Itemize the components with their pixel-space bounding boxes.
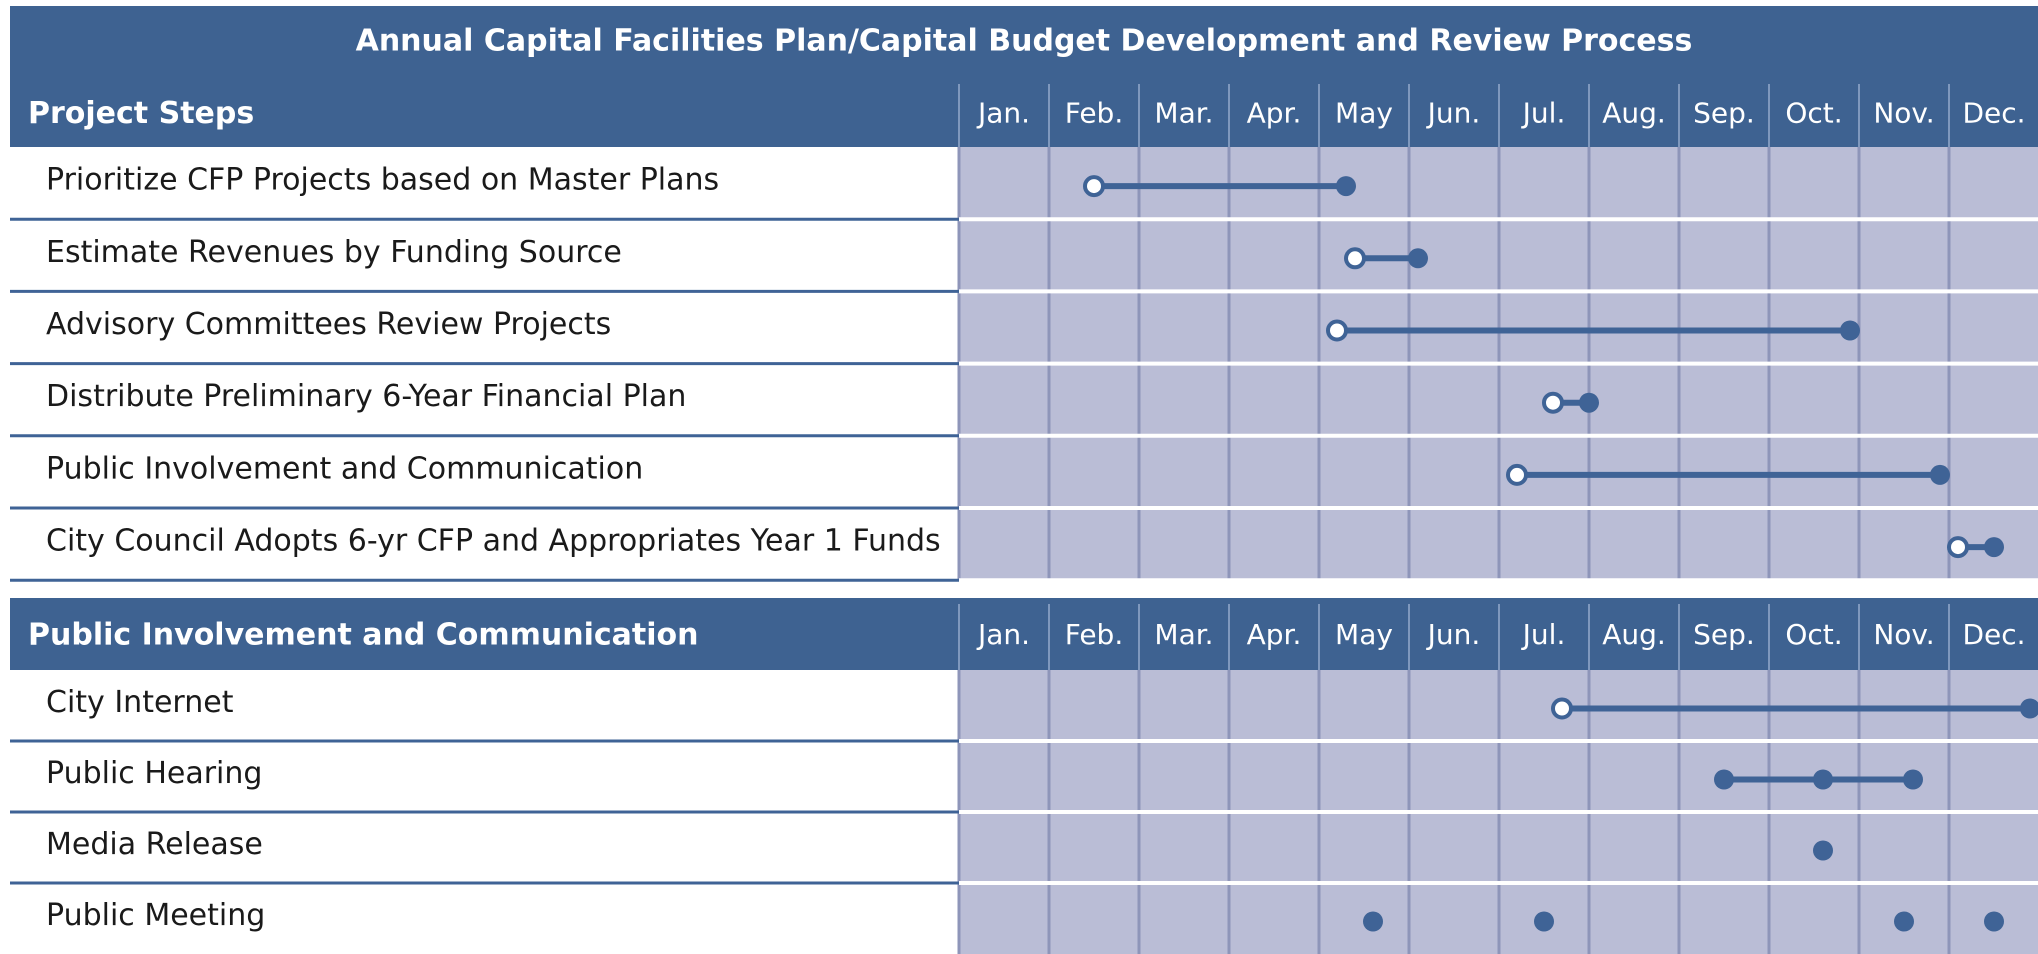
month-label: Jan. <box>976 618 1030 651</box>
start-marker <box>1947 536 1969 559</box>
event-marker <box>1714 769 1734 790</box>
month-label: Jun. <box>1426 618 1481 651</box>
month-label: Jun. <box>1426 97 1481 130</box>
end-marker <box>1840 320 1860 341</box>
month-label: Apr. <box>1247 97 1302 130</box>
section-heading: Project Steps <box>28 96 254 131</box>
section-header <box>10 598 2038 670</box>
start-marker <box>1506 463 1528 486</box>
month-label: Mar. <box>1154 618 1213 651</box>
month-label: Dec. <box>1962 97 2025 130</box>
month-label: Aug. <box>1602 618 1666 651</box>
end-marker <box>1336 176 1356 197</box>
row-label: Estimate Revenues by Funding Source <box>46 235 622 270</box>
event-marker <box>1903 769 1923 790</box>
row-label: Advisory Committees Review Projects <box>46 307 611 342</box>
month-label: Sep. <box>1693 618 1755 651</box>
row-label: Distribute Preliminary 6-Year Financial … <box>46 379 686 414</box>
end-marker <box>1579 392 1599 413</box>
month-label: Oct. <box>1785 97 1842 130</box>
start-marker <box>1344 247 1366 270</box>
end-marker <box>1930 464 1950 485</box>
event-marker <box>1813 840 1833 861</box>
month-label: Feb. <box>1065 97 1123 130</box>
row-label: Prioritize CFP Projects based on Master … <box>46 163 719 198</box>
event-marker <box>1534 911 1554 932</box>
month-label: Jan. <box>976 97 1030 130</box>
month-label: May <box>1335 97 1393 130</box>
row-label: City Internet <box>46 685 234 720</box>
row-label: Public Meeting <box>46 898 265 933</box>
end-marker <box>1984 537 2004 558</box>
month-label: Aug. <box>1602 97 1666 130</box>
month-label: Mar. <box>1154 97 1213 130</box>
end-marker <box>1408 248 1428 269</box>
end-marker <box>2020 698 2038 719</box>
event-marker <box>1984 911 2004 932</box>
event-marker <box>1894 911 1914 932</box>
month-label: Apr. <box>1247 618 1302 651</box>
row-label: City Council Adopts 6-yr CFP and Appropr… <box>46 524 941 559</box>
title-bar <box>10 6 2038 78</box>
title: Annual Capital Facilities Plan/Capital B… <box>356 24 1693 59</box>
month-label: Jul. <box>1521 618 1566 651</box>
month-label: Jul. <box>1521 97 1566 130</box>
month-label: May <box>1335 618 1393 651</box>
row-label: Media Release <box>46 827 263 862</box>
start-marker <box>1083 175 1105 198</box>
start-marker <box>1551 697 1573 720</box>
month-label: Feb. <box>1065 618 1123 651</box>
event-marker <box>1363 911 1383 932</box>
row-label: Public Involvement and Communication <box>46 451 643 486</box>
start-marker <box>1542 391 1564 414</box>
section-header <box>10 78 2038 147</box>
event-marker <box>1813 769 1833 790</box>
month-label: Nov. <box>1873 97 1934 130</box>
month-label: Oct. <box>1785 618 1842 651</box>
section-heading: Public Involvement and Communication <box>28 618 699 653</box>
row-label: Public Hearing <box>46 756 262 791</box>
month-label: Dec. <box>1962 618 2025 651</box>
month-label: Nov. <box>1873 618 1934 651</box>
month-label: Sep. <box>1693 97 1755 130</box>
start-marker <box>1326 319 1348 342</box>
